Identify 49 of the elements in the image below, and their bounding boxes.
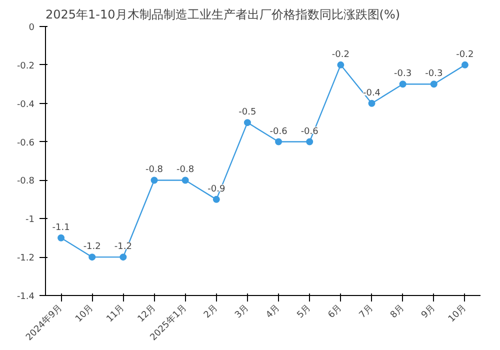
x-tick-label: 10月 — [74, 302, 96, 324]
data-label: -0.8 — [176, 165, 194, 176]
x-tick-label: 3月 — [234, 302, 252, 320]
data-label: -0.9 — [208, 184, 226, 194]
point — [368, 100, 376, 107]
y-tick-label: 0 — [28, 23, 35, 33]
x-tick-label: 7月 — [358, 302, 376, 320]
x-tick-label: 6月 — [326, 302, 344, 320]
x-tick-label: 12月 — [136, 302, 158, 324]
point — [461, 61, 468, 68]
y-tick-label: -1 — [26, 215, 35, 226]
point — [244, 119, 251, 126]
y-tick-label: -0.8 — [16, 176, 35, 187]
data-label: -0.2 — [456, 50, 474, 60]
data-label: -1.2 — [114, 242, 132, 252]
y-tick-label: -1.2 — [16, 254, 34, 264]
x-tick-label: 8月 — [388, 302, 406, 320]
point — [337, 61, 344, 68]
chart-title: 2025年1-10月木制品制造工业生产者出厂价格指数同比涨跌图(%) — [46, 8, 400, 22]
data-label: -0.6 — [270, 126, 288, 137]
point — [150, 176, 158, 184]
y-tick-label: -0.2 — [16, 61, 34, 72]
point — [430, 80, 438, 88]
x-tick-label: 10月 — [446, 302, 468, 324]
data-label: -0.6 — [300, 126, 319, 137]
x-tick-label: 11月 — [105, 302, 127, 324]
x-tick-label: 9月 — [420, 302, 438, 320]
point — [399, 80, 406, 88]
data-label: -0.2 — [332, 50, 350, 60]
y-tick-label: -1.4 — [16, 292, 35, 302]
data-label: -0.3 — [425, 69, 443, 80]
point — [88, 254, 96, 261]
y-tick-label: -0.6 — [16, 138, 35, 148]
data-label: -0.5 — [238, 108, 256, 118]
point — [182, 176, 189, 184]
point — [306, 138, 314, 146]
data-label: -1.1 — [52, 222, 70, 233]
data-label: -0.8 — [145, 165, 164, 176]
x-tick-label: 5月 — [296, 302, 314, 320]
point — [120, 254, 127, 261]
data-label: -0.3 — [394, 69, 412, 80]
point — [58, 234, 65, 242]
data-label: -1.2 — [83, 242, 101, 252]
y-tick-label: -0.4 — [16, 100, 35, 110]
x-tick-label: 2月 — [202, 302, 220, 320]
x-tick-label: 4月 — [264, 302, 282, 320]
data-label: -0.4 — [362, 88, 381, 98]
point — [212, 196, 220, 203]
point — [275, 138, 282, 146]
